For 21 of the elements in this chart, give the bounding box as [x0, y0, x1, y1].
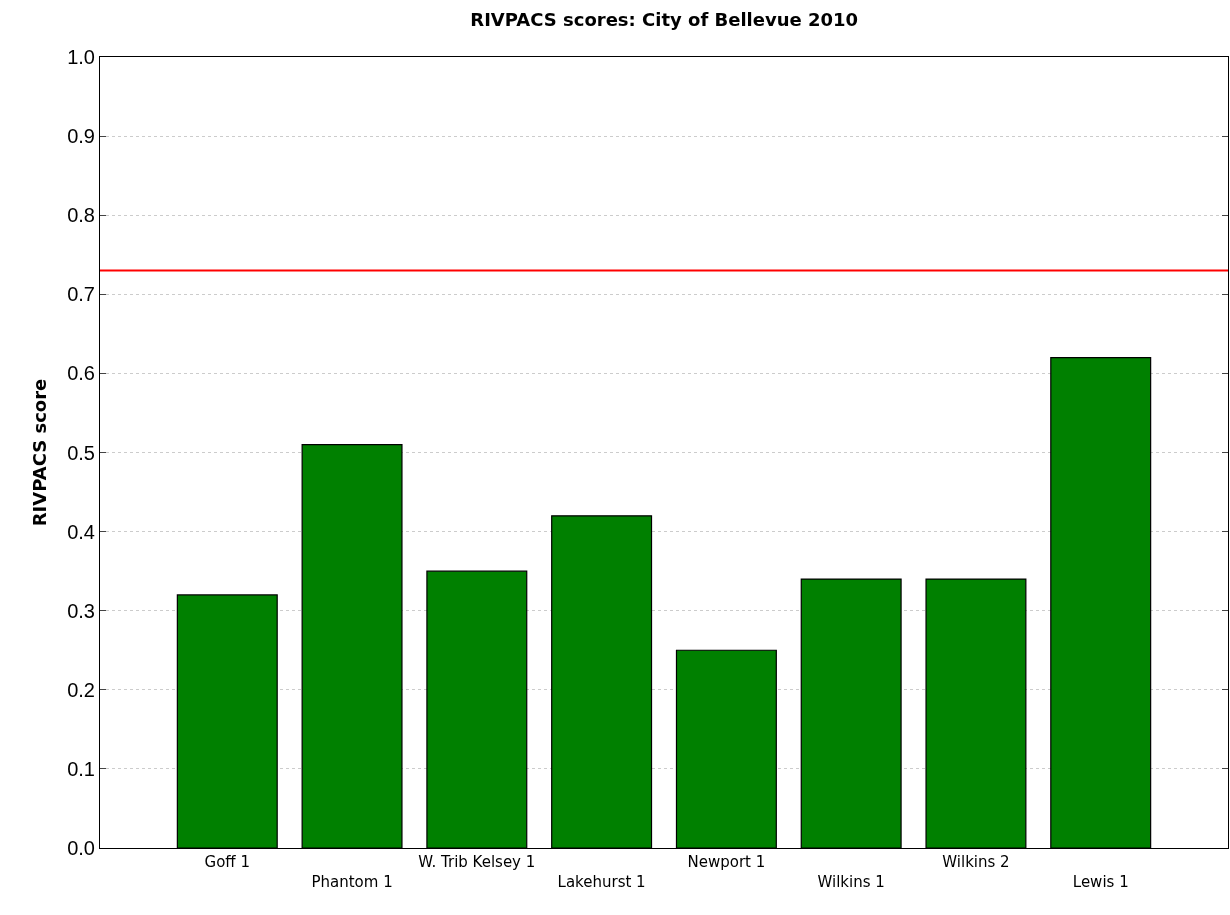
y-tick-label: 0.0 — [67, 837, 95, 859]
x-tick-label: Phantom 1 — [311, 872, 393, 891]
y-tick-label: 0.2 — [67, 678, 95, 701]
y-tick-label: 0.9 — [67, 125, 95, 148]
x-tick-label: W. Trib Kelsey 1 — [418, 853, 536, 871]
x-tick-label: Newport 1 — [687, 853, 766, 871]
chart-title: RIVPACS scores: City of Bellevue 2010 — [470, 9, 859, 31]
y-tick-label: 0.8 — [67, 204, 95, 227]
y-tick-label: 0.7 — [67, 283, 95, 306]
y-tick-label: 0.6 — [67, 362, 95, 385]
y-tick-label: 0.5 — [67, 441, 95, 464]
y-tick-label: 1.0 — [67, 46, 95, 68]
y-tick-label: 0.3 — [67, 599, 95, 622]
x-tick-label: Wilkins 1 — [817, 872, 885, 891]
x-tick-label: Lakehurst 1 — [557, 872, 646, 891]
x-tick-label: Lewis 1 — [1072, 872, 1129, 891]
y-axis-title: RIVPACS score — [29, 378, 51, 527]
x-tick-label: Wilkins 2 — [942, 853, 1010, 871]
y-tick-label: 0.4 — [67, 520, 95, 543]
x-tick-label: Goff 1 — [204, 853, 250, 871]
y-tick-label: 0.1 — [67, 757, 95, 780]
